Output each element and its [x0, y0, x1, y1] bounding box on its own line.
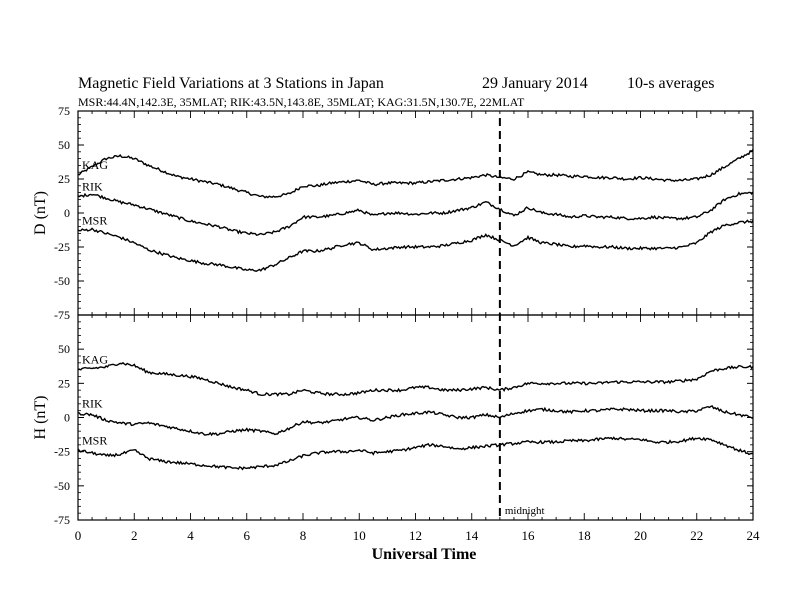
h-y-tick-label: 25 [58, 376, 70, 390]
d-y-tick-label: 0 [64, 206, 70, 220]
chart-averaging: 10-s averages [627, 75, 715, 92]
d-series-kag [77, 149, 754, 199]
stations-info: MSR:44.4N,142.3E, 35MLAT; RIK:43.5N,143.… [78, 95, 525, 109]
x-tick-label: 6 [244, 528, 251, 543]
h-y-tick-label: -50 [54, 479, 70, 493]
x-tick-label: 4 [187, 528, 194, 543]
x-tick-label: 22 [690, 528, 703, 543]
d-y-axis-label: D (nT) [32, 191, 49, 235]
x-tick-label: 20 [634, 528, 647, 543]
d-series-label-msr: MSR [82, 214, 107, 228]
h-series-rik [77, 405, 754, 437]
d-panel-frame [77, 110, 754, 316]
x-tick-label: 24 [747, 528, 761, 543]
h-series-label-msr: MSR [82, 433, 107, 447]
midnight-label: midnight [505, 505, 545, 517]
h-y-tick-label: 0 [64, 411, 70, 425]
h-series-label-rik: RIK [82, 396, 103, 410]
x-tick-label: 18 [578, 528, 591, 543]
x-tick-label: 2 [131, 528, 138, 543]
h-series-label-kag: KAG [82, 353, 108, 367]
h-series-msr [77, 436, 753, 471]
d-y-tick-label: -50 [54, 274, 70, 288]
chart-title: Magnetic Field Variations at 3 Stations … [78, 75, 384, 92]
h-y-axis-label: H (nT) [32, 396, 49, 440]
d-y-tick-label: 75 [58, 104, 70, 118]
d-y-tick-label: -25 [54, 240, 70, 254]
h-y-tick-label: -75 [54, 513, 70, 527]
h-y-tick-label: 50 [58, 342, 70, 356]
d-y-tick-label: 50 [58, 138, 70, 152]
h-panel-frame [77, 314, 754, 521]
d-series-label-rik: RIK [82, 180, 103, 194]
x-tick-label: 12 [409, 528, 422, 543]
h-y-tick-label: -25 [54, 445, 70, 459]
d-series-msr [77, 219, 754, 272]
d-series-label-kag: KAG [82, 158, 108, 172]
h-series-kag [77, 361, 754, 397]
chart-date: 29 January 2014 [482, 75, 588, 92]
x-axis-label: Universal Time [372, 546, 477, 563]
x-tick-label: 14 [465, 528, 479, 543]
d-y-tick-label: 25 [58, 172, 70, 186]
x-tick-label: 16 [522, 528, 536, 543]
d-series-rik [77, 191, 754, 236]
x-tick-label: 0 [75, 528, 82, 543]
x-tick-label: 8 [300, 528, 307, 543]
d-y-tick-label: -75 [54, 308, 70, 322]
x-tick-label: 10 [353, 528, 366, 543]
d-component-panel: -75 -50 -25 0 25 50 75 D (nT) KAG RIK MSR [32, 104, 754, 322]
